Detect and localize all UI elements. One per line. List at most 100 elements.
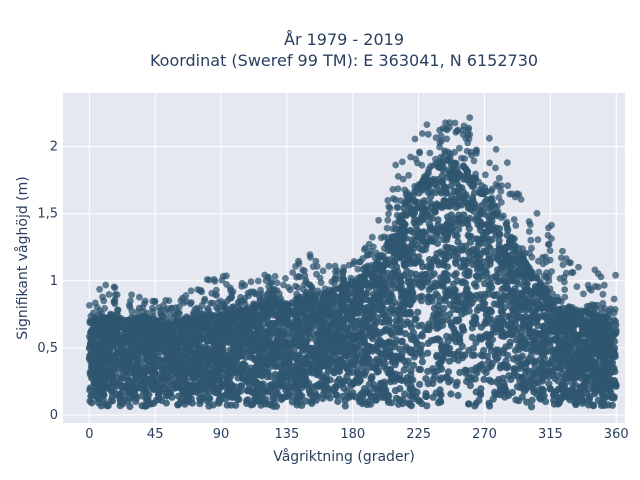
scatter-point xyxy=(271,387,279,395)
scatter-point xyxy=(519,335,527,343)
scatter-point xyxy=(464,220,472,228)
scatter-point xyxy=(260,337,269,345)
scatter-point xyxy=(414,233,422,241)
scatter-point xyxy=(442,255,450,263)
scatter-point xyxy=(171,380,179,388)
scatter-point xyxy=(509,310,517,318)
scatter-point xyxy=(494,253,502,261)
scatter-point xyxy=(307,347,315,355)
scatter-point xyxy=(395,327,403,335)
scatter-point xyxy=(414,308,422,316)
scatter-point xyxy=(391,361,399,369)
scatter-point xyxy=(435,261,443,269)
scatter-point xyxy=(491,328,499,336)
scatter-point xyxy=(417,297,425,305)
scatter-point xyxy=(425,220,433,228)
scatter-point xyxy=(477,323,485,331)
scatter-point xyxy=(465,254,473,262)
scatter-point xyxy=(429,365,437,373)
scatter-point xyxy=(241,314,249,322)
scatter-point xyxy=(283,351,291,359)
scatter-point xyxy=(134,352,143,360)
scatter-point xyxy=(495,277,504,285)
scatter-point xyxy=(400,246,408,254)
scatter-point xyxy=(94,399,103,407)
scatter-point xyxy=(527,403,536,411)
scatter-point xyxy=(446,310,454,319)
scatter-point xyxy=(424,294,432,302)
scatter-point xyxy=(411,197,419,206)
scatter-point xyxy=(326,376,334,384)
scatter-point xyxy=(447,390,455,398)
scatter-point xyxy=(125,325,133,333)
scatter-point xyxy=(458,246,466,254)
scatter-point xyxy=(425,286,433,294)
scatter-point xyxy=(506,242,514,250)
scatter-point xyxy=(455,225,463,233)
scatter-point xyxy=(454,201,463,209)
scatter-point xyxy=(331,385,339,393)
scatter-point xyxy=(450,271,458,279)
scatter-point xyxy=(427,187,435,196)
scatter-point xyxy=(422,270,430,279)
scatter-point xyxy=(483,273,491,282)
scatter-point xyxy=(439,354,447,362)
scatter-point xyxy=(422,230,430,238)
scatter-point xyxy=(122,368,130,376)
scatter-point xyxy=(437,178,446,186)
scatter-point xyxy=(512,270,520,278)
scatter-point xyxy=(177,357,185,365)
scatter-point xyxy=(593,350,601,358)
scatter-point xyxy=(116,338,124,346)
scatter-point xyxy=(484,228,492,236)
scatter-point xyxy=(218,362,226,370)
chart-title-line1: År 1979 - 2019 xyxy=(284,30,404,49)
scatter-point xyxy=(470,313,478,321)
scatter-point xyxy=(485,315,493,323)
scatter-point xyxy=(368,374,376,382)
scatter-point xyxy=(125,360,133,368)
scatter-point xyxy=(529,343,537,351)
scatter-point xyxy=(229,393,237,401)
scatter-point xyxy=(477,226,485,234)
scatter-point xyxy=(203,369,211,377)
scatter-point xyxy=(486,340,494,348)
scatter-point xyxy=(425,326,433,334)
scatter-point xyxy=(600,343,608,351)
scatter-point xyxy=(391,339,399,347)
scatter-point xyxy=(572,389,580,397)
scatter-point xyxy=(451,247,459,255)
scatter-point xyxy=(287,341,295,349)
scatter-point xyxy=(369,274,377,282)
scatter-point xyxy=(348,392,356,400)
scatter-point xyxy=(499,317,507,325)
scatter-point xyxy=(512,336,520,344)
scatter-point xyxy=(368,309,376,318)
scatter-point xyxy=(480,375,488,383)
scatter-point xyxy=(416,397,424,405)
scatter-point xyxy=(565,366,573,374)
scatter-point xyxy=(230,335,238,344)
scatter-point xyxy=(332,391,341,399)
scatter-point xyxy=(482,248,490,256)
scatter-point xyxy=(187,381,196,389)
scatter-point xyxy=(193,335,201,343)
scatter-point xyxy=(525,320,533,328)
scatter-point xyxy=(458,323,466,331)
scatter-point xyxy=(396,385,404,393)
scatter-point xyxy=(490,292,498,300)
scatter-point xyxy=(478,360,486,368)
scatter-point xyxy=(223,401,231,409)
scatter-point xyxy=(365,279,373,287)
scatter-point xyxy=(396,252,404,260)
scatter-point xyxy=(434,216,442,224)
scatter-point xyxy=(424,211,432,219)
scatter-point xyxy=(515,397,523,405)
scatter-point xyxy=(477,385,485,393)
scatter-point xyxy=(266,330,274,338)
scatter-point xyxy=(232,401,240,409)
scatter-point xyxy=(355,317,363,325)
scatter-point xyxy=(492,224,500,232)
scatter-point xyxy=(531,357,539,365)
scatter-point xyxy=(486,216,494,224)
